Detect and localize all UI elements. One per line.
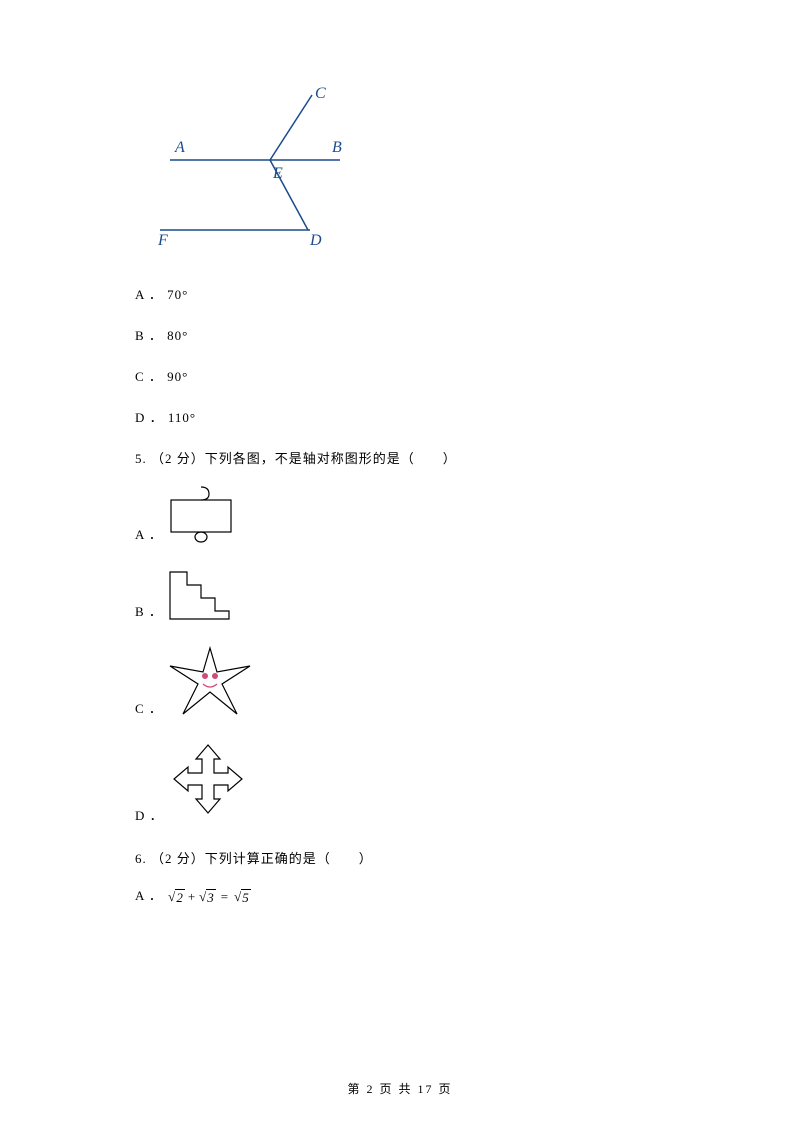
geometry-svg: A B C D E F [140, 80, 360, 260]
q6-option-a-label: A ． [135, 888, 163, 903]
q4-option-d: D ． 110° [135, 407, 665, 426]
q4-option-a: A ． 70° [135, 284, 665, 303]
q5-option-b-label: B ． [135, 601, 163, 622]
q5-shape-c [165, 644, 255, 719]
q5-shape-a [165, 485, 237, 545]
q6-option-a: A ． √2 + √3 = √5 [135, 885, 665, 906]
page-content: A B C D E F A ． 70° B ． 80° C ． 90° D ． … [0, 0, 800, 968]
svg-text:F: F [157, 232, 168, 249]
page-footer: 第 2 页 共 17 页 [0, 1080, 800, 1097]
q5-option-a: A ． [135, 485, 665, 545]
q5-shape-b [165, 567, 237, 622]
svg-text:D: D [309, 232, 322, 249]
q5-option-c-label: C ． [135, 698, 163, 719]
q5-option-d: D ． [135, 741, 665, 826]
q5-option-c: C ． [135, 644, 665, 719]
q6-text: 6. （2 分）下列计算正确的是（ ） [135, 848, 665, 867]
geometry-figure-q4: A B C D E F [140, 80, 665, 264]
q5-option-b: B ． [135, 567, 665, 622]
svg-text:C: C [315, 85, 326, 102]
svg-text:B: B [332, 139, 342, 156]
q4-option-c: C ． 90° [135, 366, 665, 385]
q6-option-a-expr: √2 + √3 = √5 [167, 889, 252, 906]
q5-text: 5. （2 分）下列各图，不是轴对称图形的是（ ） [135, 448, 665, 467]
q5-option-d-label: D ． [135, 805, 164, 826]
q5-option-a-label: A ． [135, 524, 163, 545]
q4-option-b: B ． 80° [135, 325, 665, 344]
svg-text:E: E [272, 165, 283, 182]
svg-text:A: A [174, 139, 185, 156]
q5-shape-d [166, 741, 251, 826]
